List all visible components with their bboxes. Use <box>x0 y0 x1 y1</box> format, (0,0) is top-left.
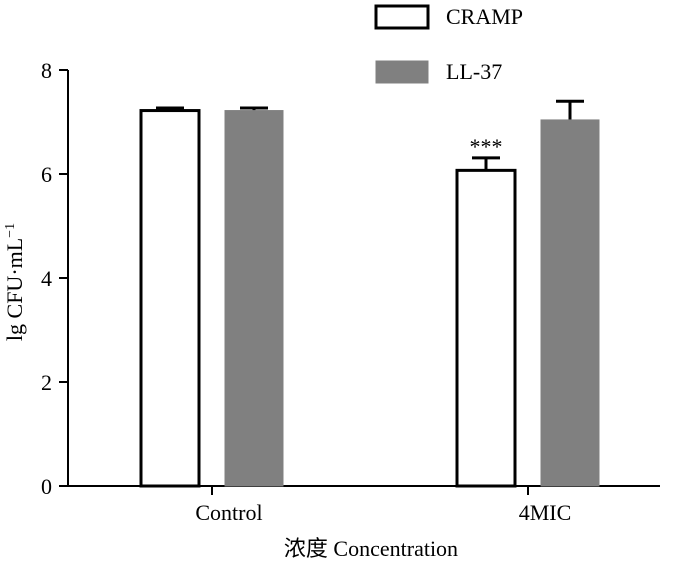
bars: *** <box>139 99 600 488</box>
significance-annotation: *** <box>470 134 503 159</box>
y-tick-label: 8 <box>41 58 52 83</box>
legend-label-cramp: CRAMP <box>446 4 523 29</box>
bar-ll-37-control <box>224 110 284 487</box>
bar-ll-37-4mic <box>540 119 600 487</box>
x-tick-label: 4MIC <box>519 500 572 525</box>
legend: CRAMP LL-37 <box>374 4 523 84</box>
x-tick-label: Control <box>195 500 262 525</box>
y-tick-label: 0 <box>41 474 52 499</box>
y-axis-label: lg CFU·mL−1 <box>2 223 27 341</box>
legend-swatch-ll-37 <box>375 60 429 84</box>
bar-cramp-4mic <box>455 168 517 488</box>
y-tick-label: 6 <box>41 162 52 187</box>
x-axis-label: 浓度 Concentration <box>284 536 458 561</box>
legend-label-ll-37: LL-37 <box>446 59 502 84</box>
labels: lg CFU·mL−1 浓度 Concentration <box>2 223 458 561</box>
y-tick-label: 2 <box>41 370 52 395</box>
y-axis-label-main: lg CFU·mL <box>2 238 27 341</box>
bar-cramp-control <box>139 109 201 488</box>
y-tick-label: 4 <box>41 266 52 291</box>
y-axis-label-superscript: −1 <box>3 223 18 238</box>
legend-swatch-cramp <box>374 4 430 30</box>
